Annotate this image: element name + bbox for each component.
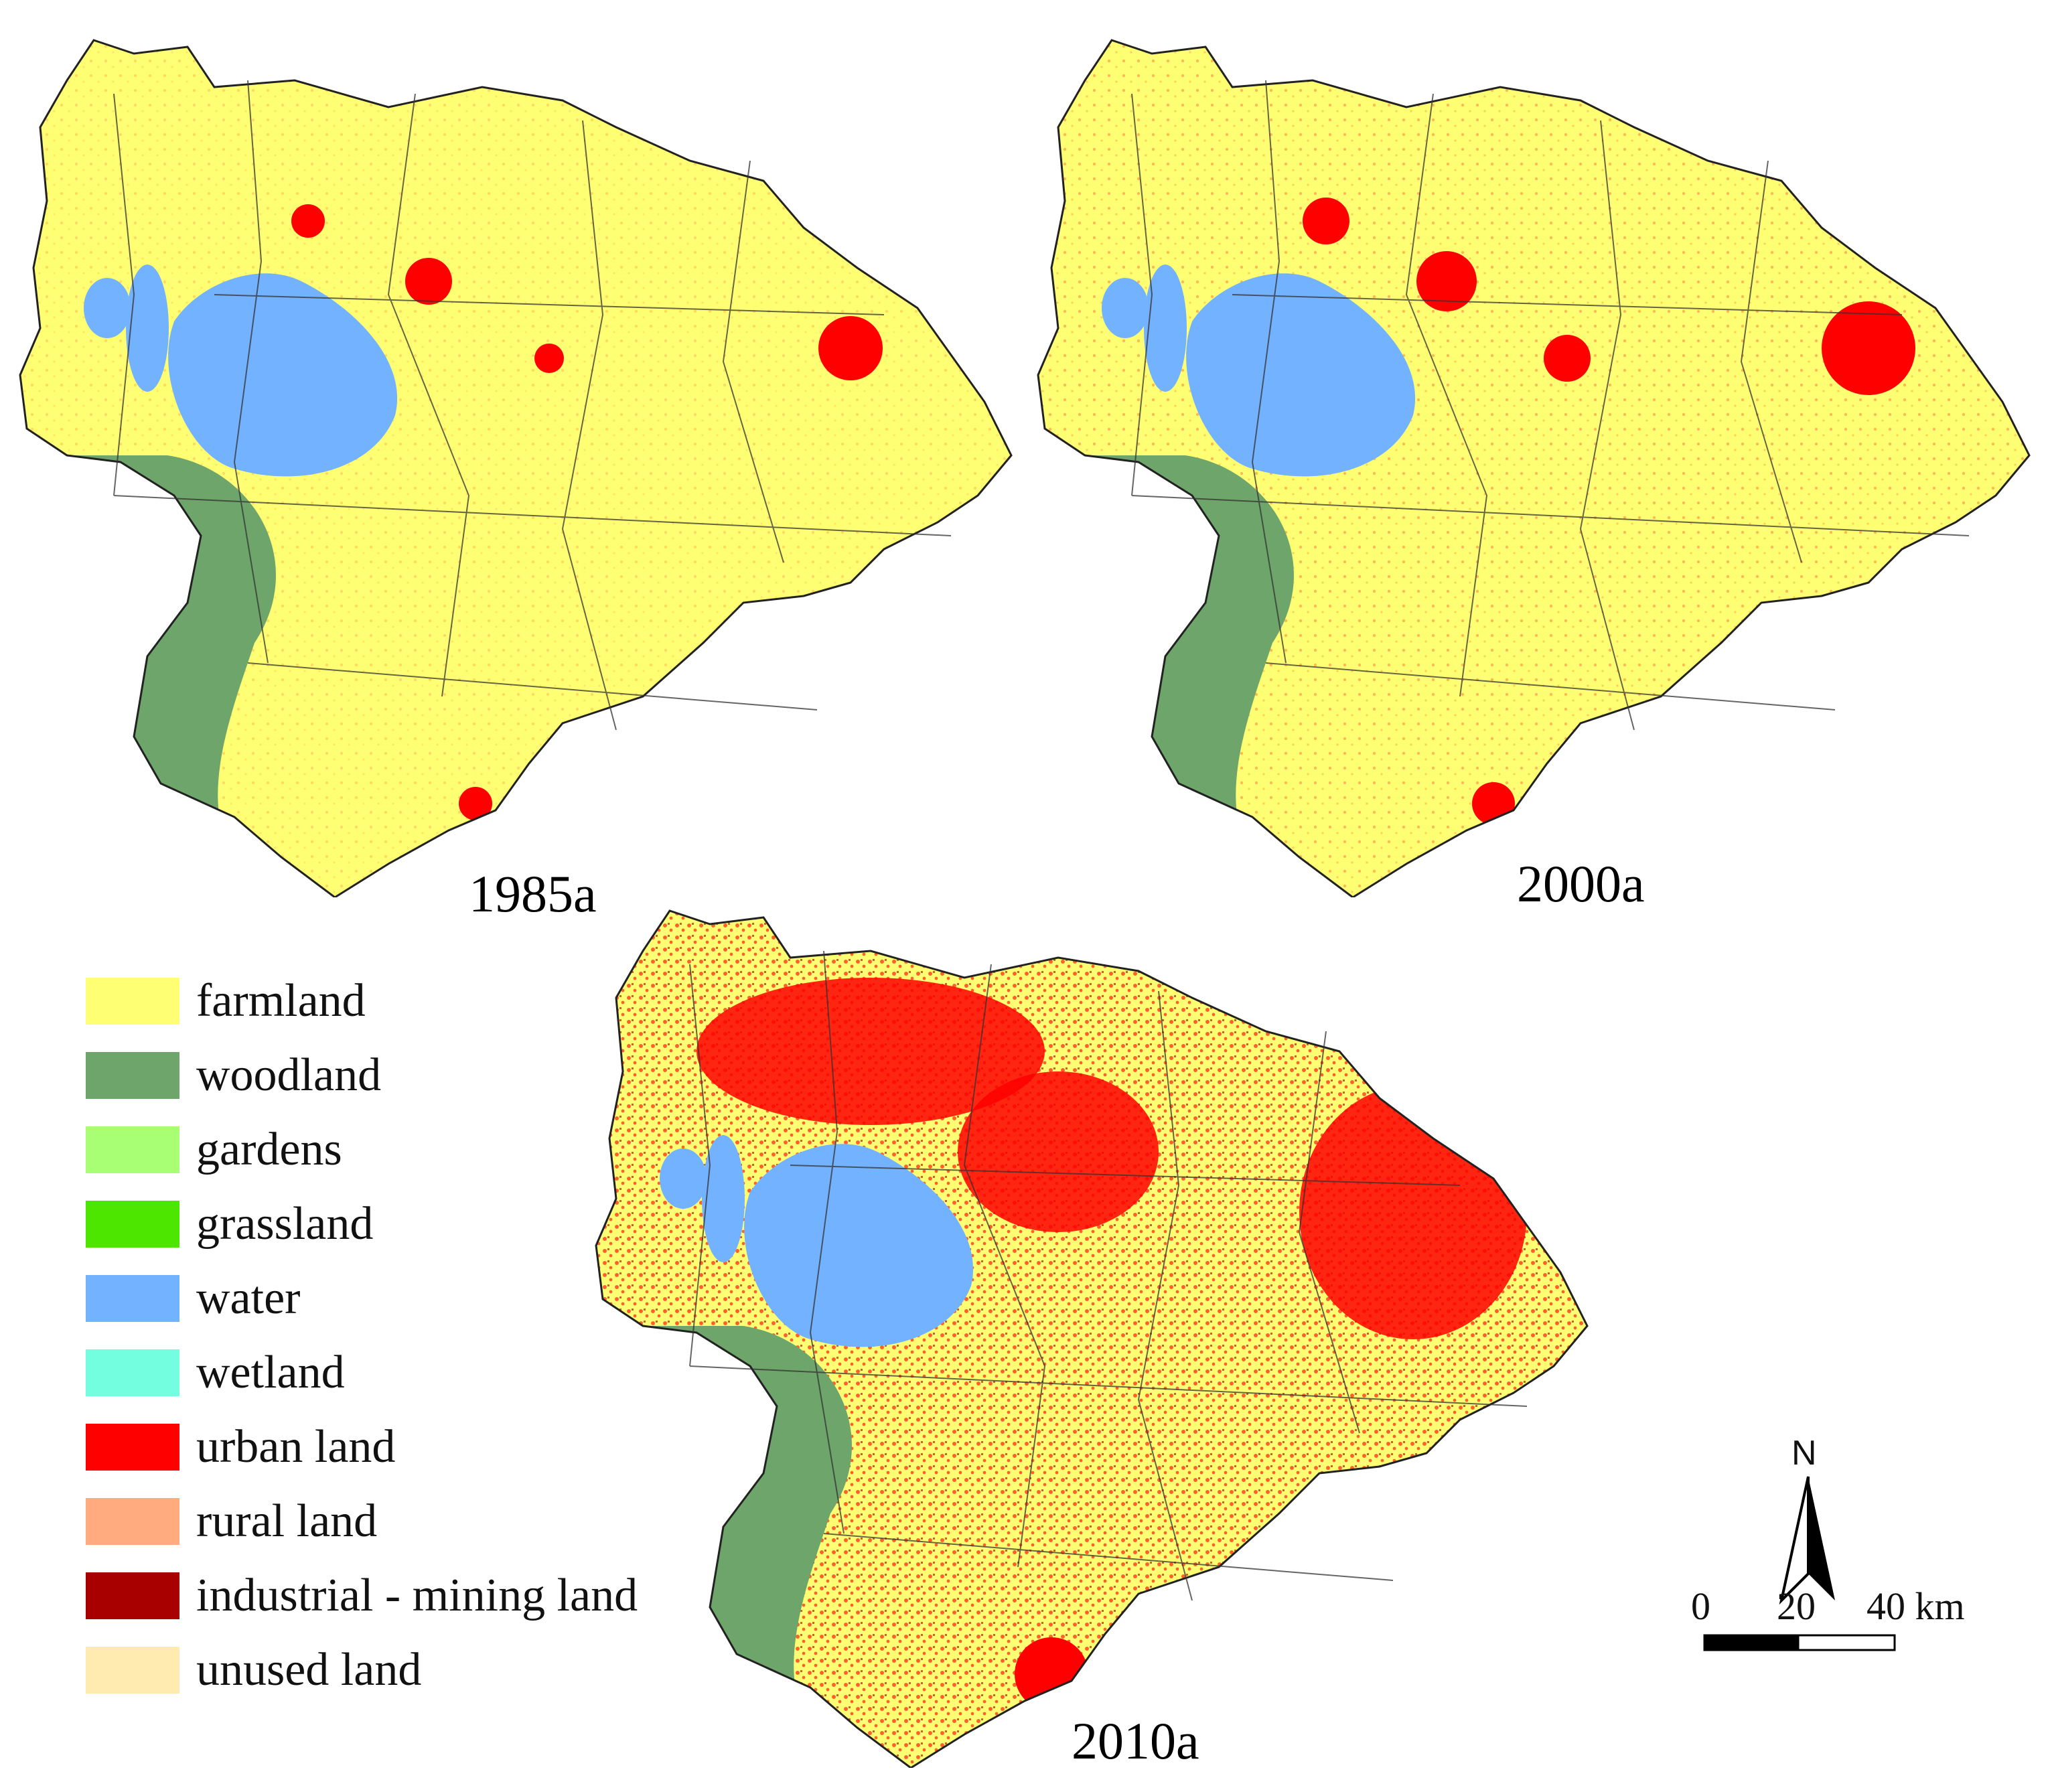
legend-swatch-farmland	[86, 978, 179, 1025]
legend-item-rural-land: rural land	[86, 1491, 755, 1547]
legend-swatch-woodland	[86, 1052, 179, 1099]
scale-bar	[1703, 1634, 1896, 1651]
legend-label-grassland: grassland	[196, 1198, 374, 1250]
legend-item-gardens: gardens	[86, 1120, 755, 1175]
scale-and-north: N 0 20 40 km	[1691, 1433, 2026, 1674]
legend-item-urban-land: urban land	[86, 1417, 755, 1473]
legend-label-industrial-mining-land: industrial - mining land	[196, 1570, 638, 1621]
scale-tick-40: 40 km	[1866, 1584, 1965, 1628]
map-year-label-2000: 2000a	[1517, 854, 1645, 913]
legend-item-water: water	[86, 1268, 755, 1324]
legend-swatch-industrial-mining-land	[86, 1572, 179, 1619]
legend-label-urban-land: urban land	[196, 1421, 396, 1473]
north-label: N	[1791, 1434, 1817, 1473]
legend-item-woodland: woodland	[86, 1045, 755, 1101]
legend-item-farmland: farmland	[86, 971, 755, 1027]
north-arrow-icon	[1779, 1476, 1835, 1605]
legend-item-wetland: wetland	[86, 1343, 755, 1398]
legend-swatch-water	[86, 1275, 179, 1322]
legend-label-unused-land: unused land	[196, 1644, 422, 1696]
legend-item-unused-land: unused land	[86, 1640, 755, 1696]
legend-swatch-rural-land	[86, 1498, 179, 1545]
legend-item-grassland: grassland	[86, 1194, 755, 1250]
map-year-label-2010: 2010a	[1072, 1712, 1199, 1770]
land-use-map-2000	[1037, 39, 2031, 897]
legend-swatch-gardens	[86, 1126, 179, 1173]
legend-label-water: water	[196, 1272, 301, 1324]
legend-label-farmland: farmland	[196, 975, 366, 1027]
legend-label-gardens: gardens	[196, 1124, 342, 1175]
land-use-map-2010	[595, 909, 1589, 1768]
legend-swatch-grassland	[86, 1201, 179, 1248]
land-use-map-1985	[19, 39, 1013, 897]
scale-tick-20: 20	[1777, 1584, 1816, 1628]
legend-swatch-wetland	[86, 1349, 179, 1396]
legend-swatch-urban-land	[86, 1424, 179, 1471]
legend-item-industrial-mining-land: industrial - mining land	[86, 1566, 755, 1621]
scale-tick-0: 0	[1691, 1584, 1710, 1628]
legend-swatch-unused-land	[86, 1647, 179, 1694]
map-year-label-1985: 1985a	[469, 865, 597, 923]
legend-label-woodland: woodland	[196, 1049, 382, 1101]
legend-label-wetland: wetland	[196, 1347, 345, 1398]
legend-label-rural-land: rural land	[196, 1495, 378, 1547]
